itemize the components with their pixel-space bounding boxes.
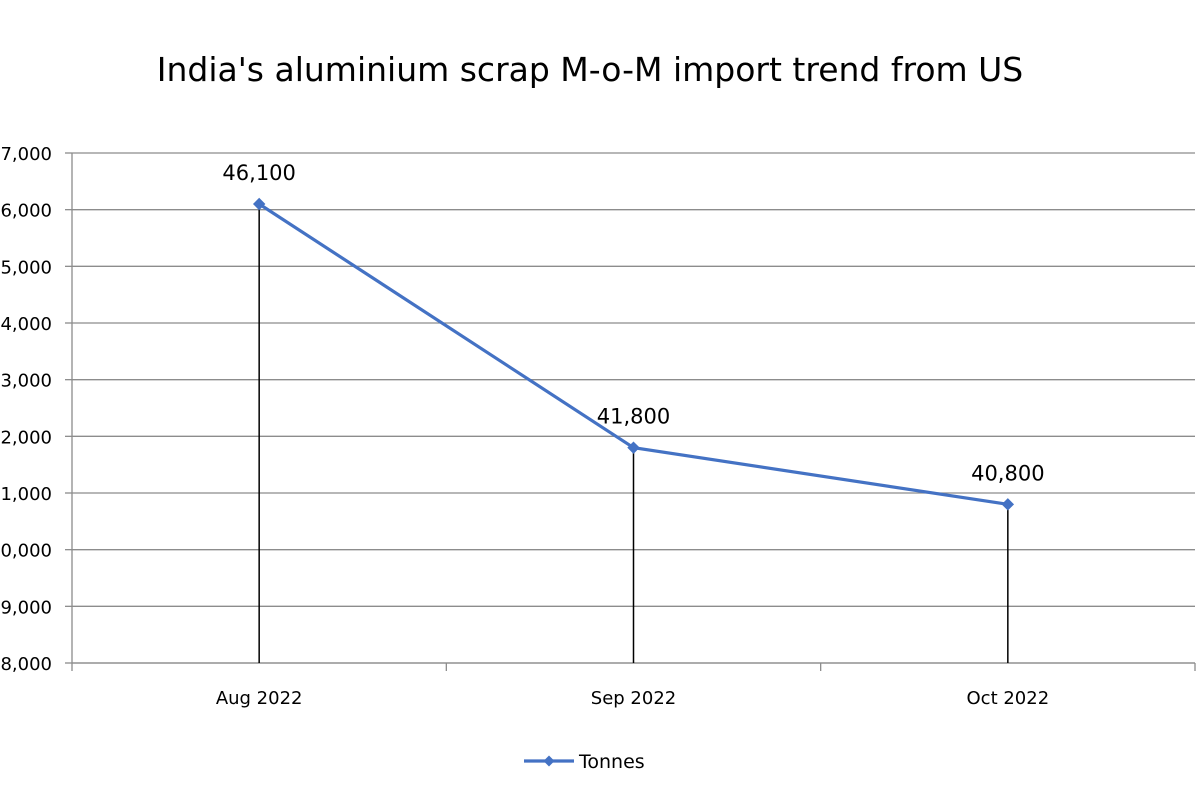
data-label: 46,100: [222, 161, 295, 185]
y-tick-label: 5,000: [0, 257, 52, 278]
data-point: [252, 197, 266, 211]
y-tick-label: 3,000: [0, 371, 52, 392]
x-tick-label: Aug 2022: [216, 688, 303, 709]
data-point: [1001, 498, 1015, 511]
legend-marker: [543, 755, 555, 767]
y-axis-ticks: 8,000 9,000 0,000 1,000 2,000 3,000 4,000 5,000…: [0, 144, 52, 675]
legend: Tonnes: [524, 751, 645, 773]
y-tick-label: 9,000: [0, 597, 52, 618]
y-tick-label: 1,000: [0, 484, 52, 505]
y-tick-label: 0,000: [0, 541, 52, 562]
legend-label: Tonnes: [578, 751, 645, 773]
chart-title: India's aluminium scrap M-o-M import tre…: [156, 50, 1024, 89]
y-tick-label: 2,000: [0, 427, 52, 448]
data-labels: 46,100 41,800 40,800: [222, 161, 1044, 485]
series-group: [252, 197, 1015, 511]
y-tick-label: 7,000: [0, 144, 52, 165]
data-point: [627, 441, 640, 454]
x-tick-label: Sep 2022: [591, 688, 676, 709]
y-tick-label: 8,000: [0, 654, 52, 675]
drop-lines: [258, 204, 1009, 663]
y-tick-label: 6,000: [0, 201, 52, 222]
data-label: 40,800: [971, 461, 1044, 485]
x-axis-ticks: Aug 2022 Sep 2022 Oct 2022: [216, 688, 1049, 709]
y-tick-label: 4,000: [0, 314, 52, 335]
x-tick-label: Oct 2022: [967, 688, 1050, 709]
data-label: 41,800: [597, 405, 670, 429]
